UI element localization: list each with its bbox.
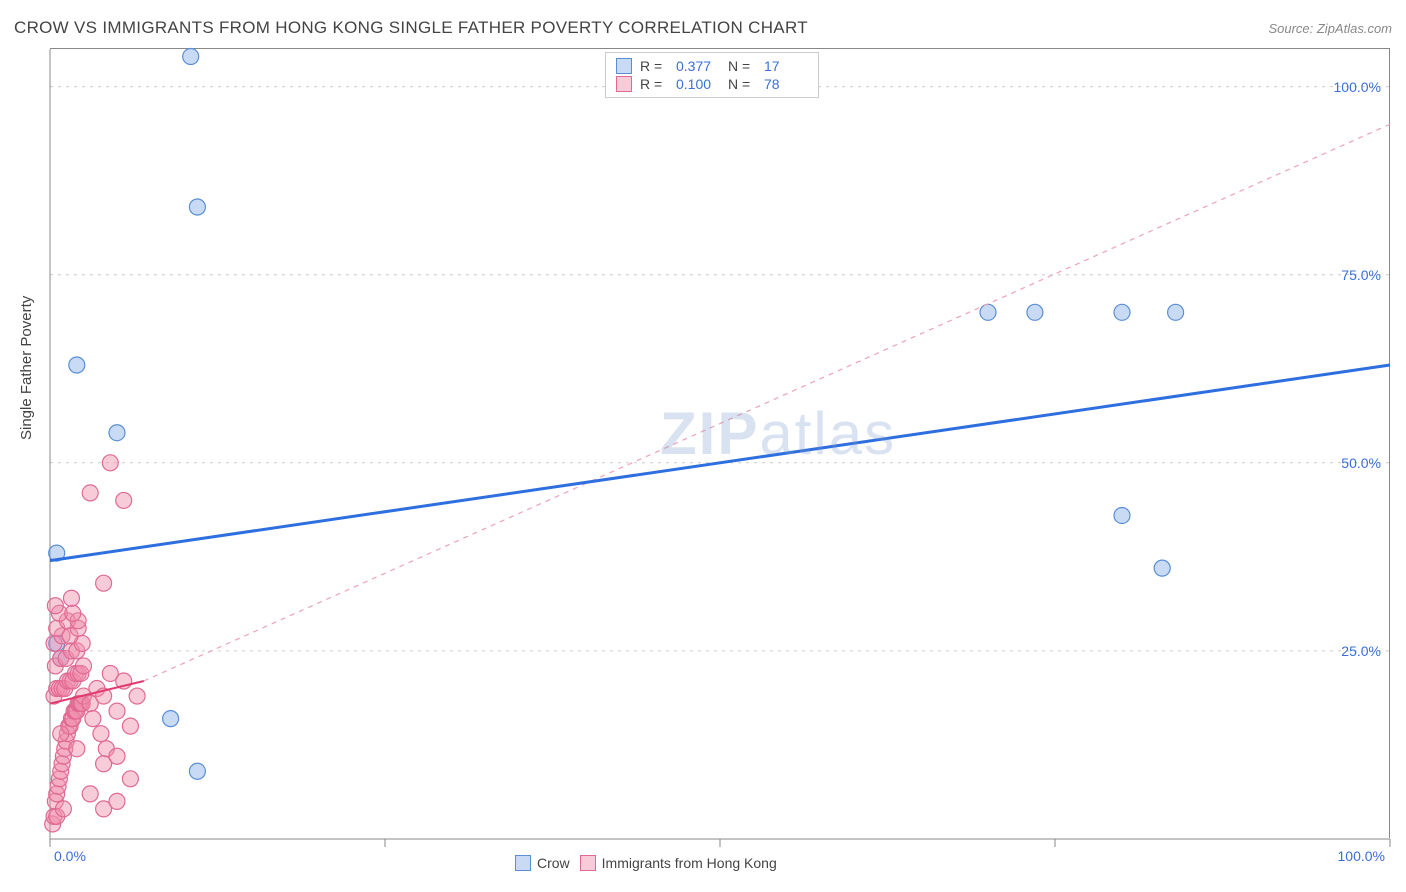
- plot-area: ZIPatlas R = 0.377 N = 17 R = 0.100 N = …: [50, 48, 1390, 838]
- legend-label: Crow: [537, 855, 570, 871]
- x-axis-min-label: 0.0%: [54, 848, 86, 864]
- legend-label: Immigrants from Hong Kong: [602, 855, 777, 871]
- n-value: 17: [764, 58, 808, 74]
- x-axis-max-label: 100.0%: [1338, 848, 1385, 864]
- y-tick-label: 75.0%: [1341, 267, 1381, 283]
- legend-swatch: [580, 855, 596, 871]
- scatter-plot-svg: [50, 49, 1389, 838]
- legend-swatch: [515, 855, 531, 871]
- y-tick-label: 100.0%: [1334, 79, 1381, 95]
- y-tick-label: 25.0%: [1341, 643, 1381, 659]
- n-label: N =: [728, 76, 756, 92]
- r-value: 0.377: [676, 58, 720, 74]
- legend-stats-row: R = 0.100 N = 78: [616, 75, 808, 93]
- y-axis-title: Single Father Poverty: [18, 296, 35, 440]
- chart-title: CROW VS IMMIGRANTS FROM HONG KONG SINGLE…: [14, 18, 808, 38]
- y-tick-label: 50.0%: [1341, 455, 1381, 471]
- legend-swatch: [616, 58, 632, 74]
- legend-series-item: Crow: [515, 855, 570, 871]
- legend-stats: R = 0.377 N = 17 R = 0.100 N = 78: [605, 52, 819, 98]
- source-attribution: Source: ZipAtlas.com: [1268, 21, 1392, 36]
- r-label: R =: [640, 58, 668, 74]
- r-value: 0.100: [676, 76, 720, 92]
- legend-stats-row: R = 0.377 N = 17: [616, 57, 808, 75]
- n-value: 78: [764, 76, 808, 92]
- legend-series: Crow Immigrants from Hong Kong: [515, 855, 777, 871]
- n-label: N =: [728, 58, 756, 74]
- r-label: R =: [640, 76, 668, 92]
- legend-series-item: Immigrants from Hong Kong: [580, 855, 777, 871]
- legend-swatch: [616, 76, 632, 92]
